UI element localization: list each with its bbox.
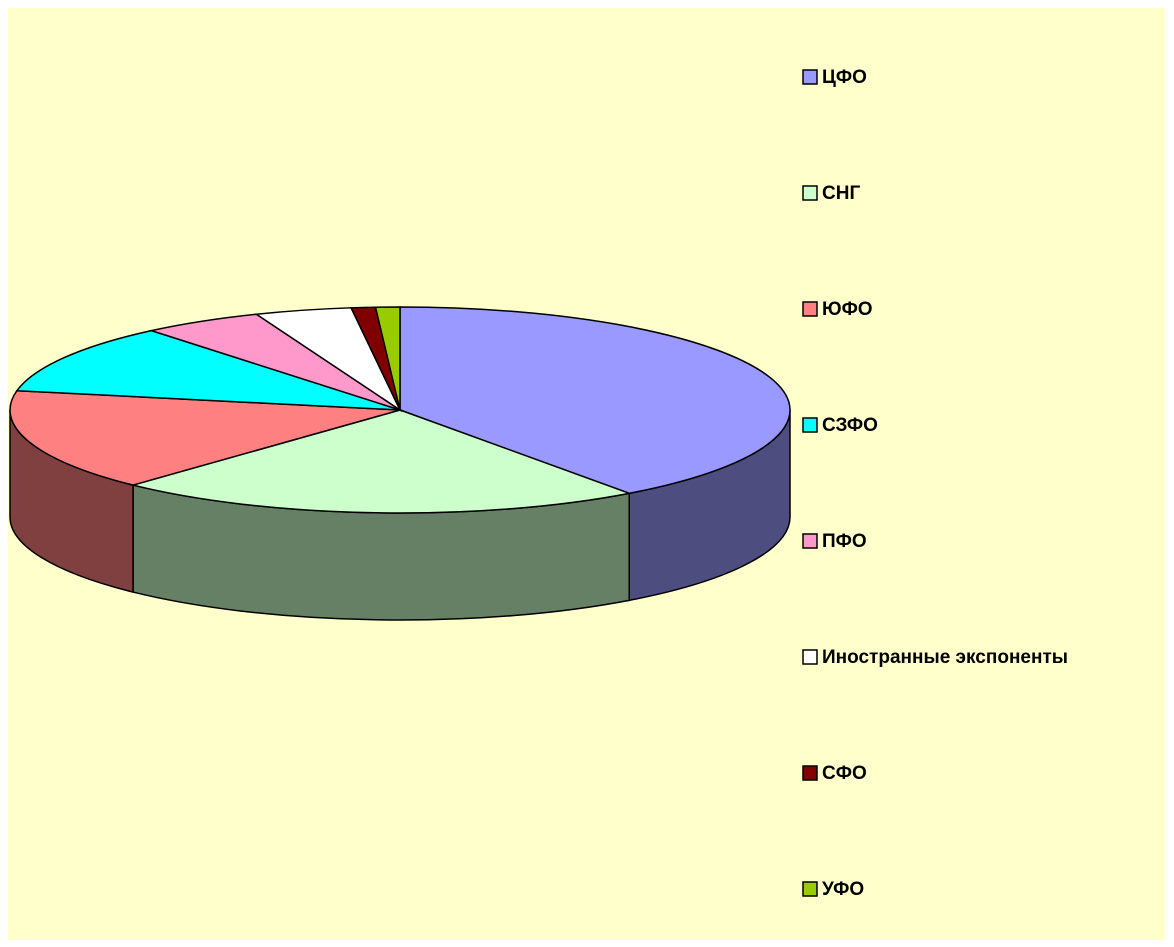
pie-slice	[130, 409, 633, 514]
legend-label: ЮФО	[822, 299, 873, 320]
legend-swatch	[802, 765, 818, 781]
legend-label: СЗФО	[822, 415, 878, 436]
pie-slice	[15, 329, 401, 411]
pie-slice	[9, 389, 401, 486]
pie-slice	[399, 306, 791, 495]
legend-label: Иностранные экспоненты	[822, 647, 1068, 668]
legend-swatch	[802, 185, 818, 201]
legend-label: ПФО	[822, 531, 867, 552]
legend-swatch	[802, 301, 818, 317]
legend-label: ЦФО	[822, 67, 867, 88]
legend-swatch	[802, 533, 818, 549]
legend-swatch	[802, 881, 818, 897]
legend-label: СНГ	[822, 183, 860, 204]
legend-swatch	[802, 649, 818, 665]
legend-label: СФО	[822, 763, 867, 784]
pie-slice	[374, 306, 401, 411]
legend-label: УФО	[822, 879, 864, 900]
legend-swatch	[802, 69, 818, 85]
legend-swatch	[802, 417, 818, 433]
